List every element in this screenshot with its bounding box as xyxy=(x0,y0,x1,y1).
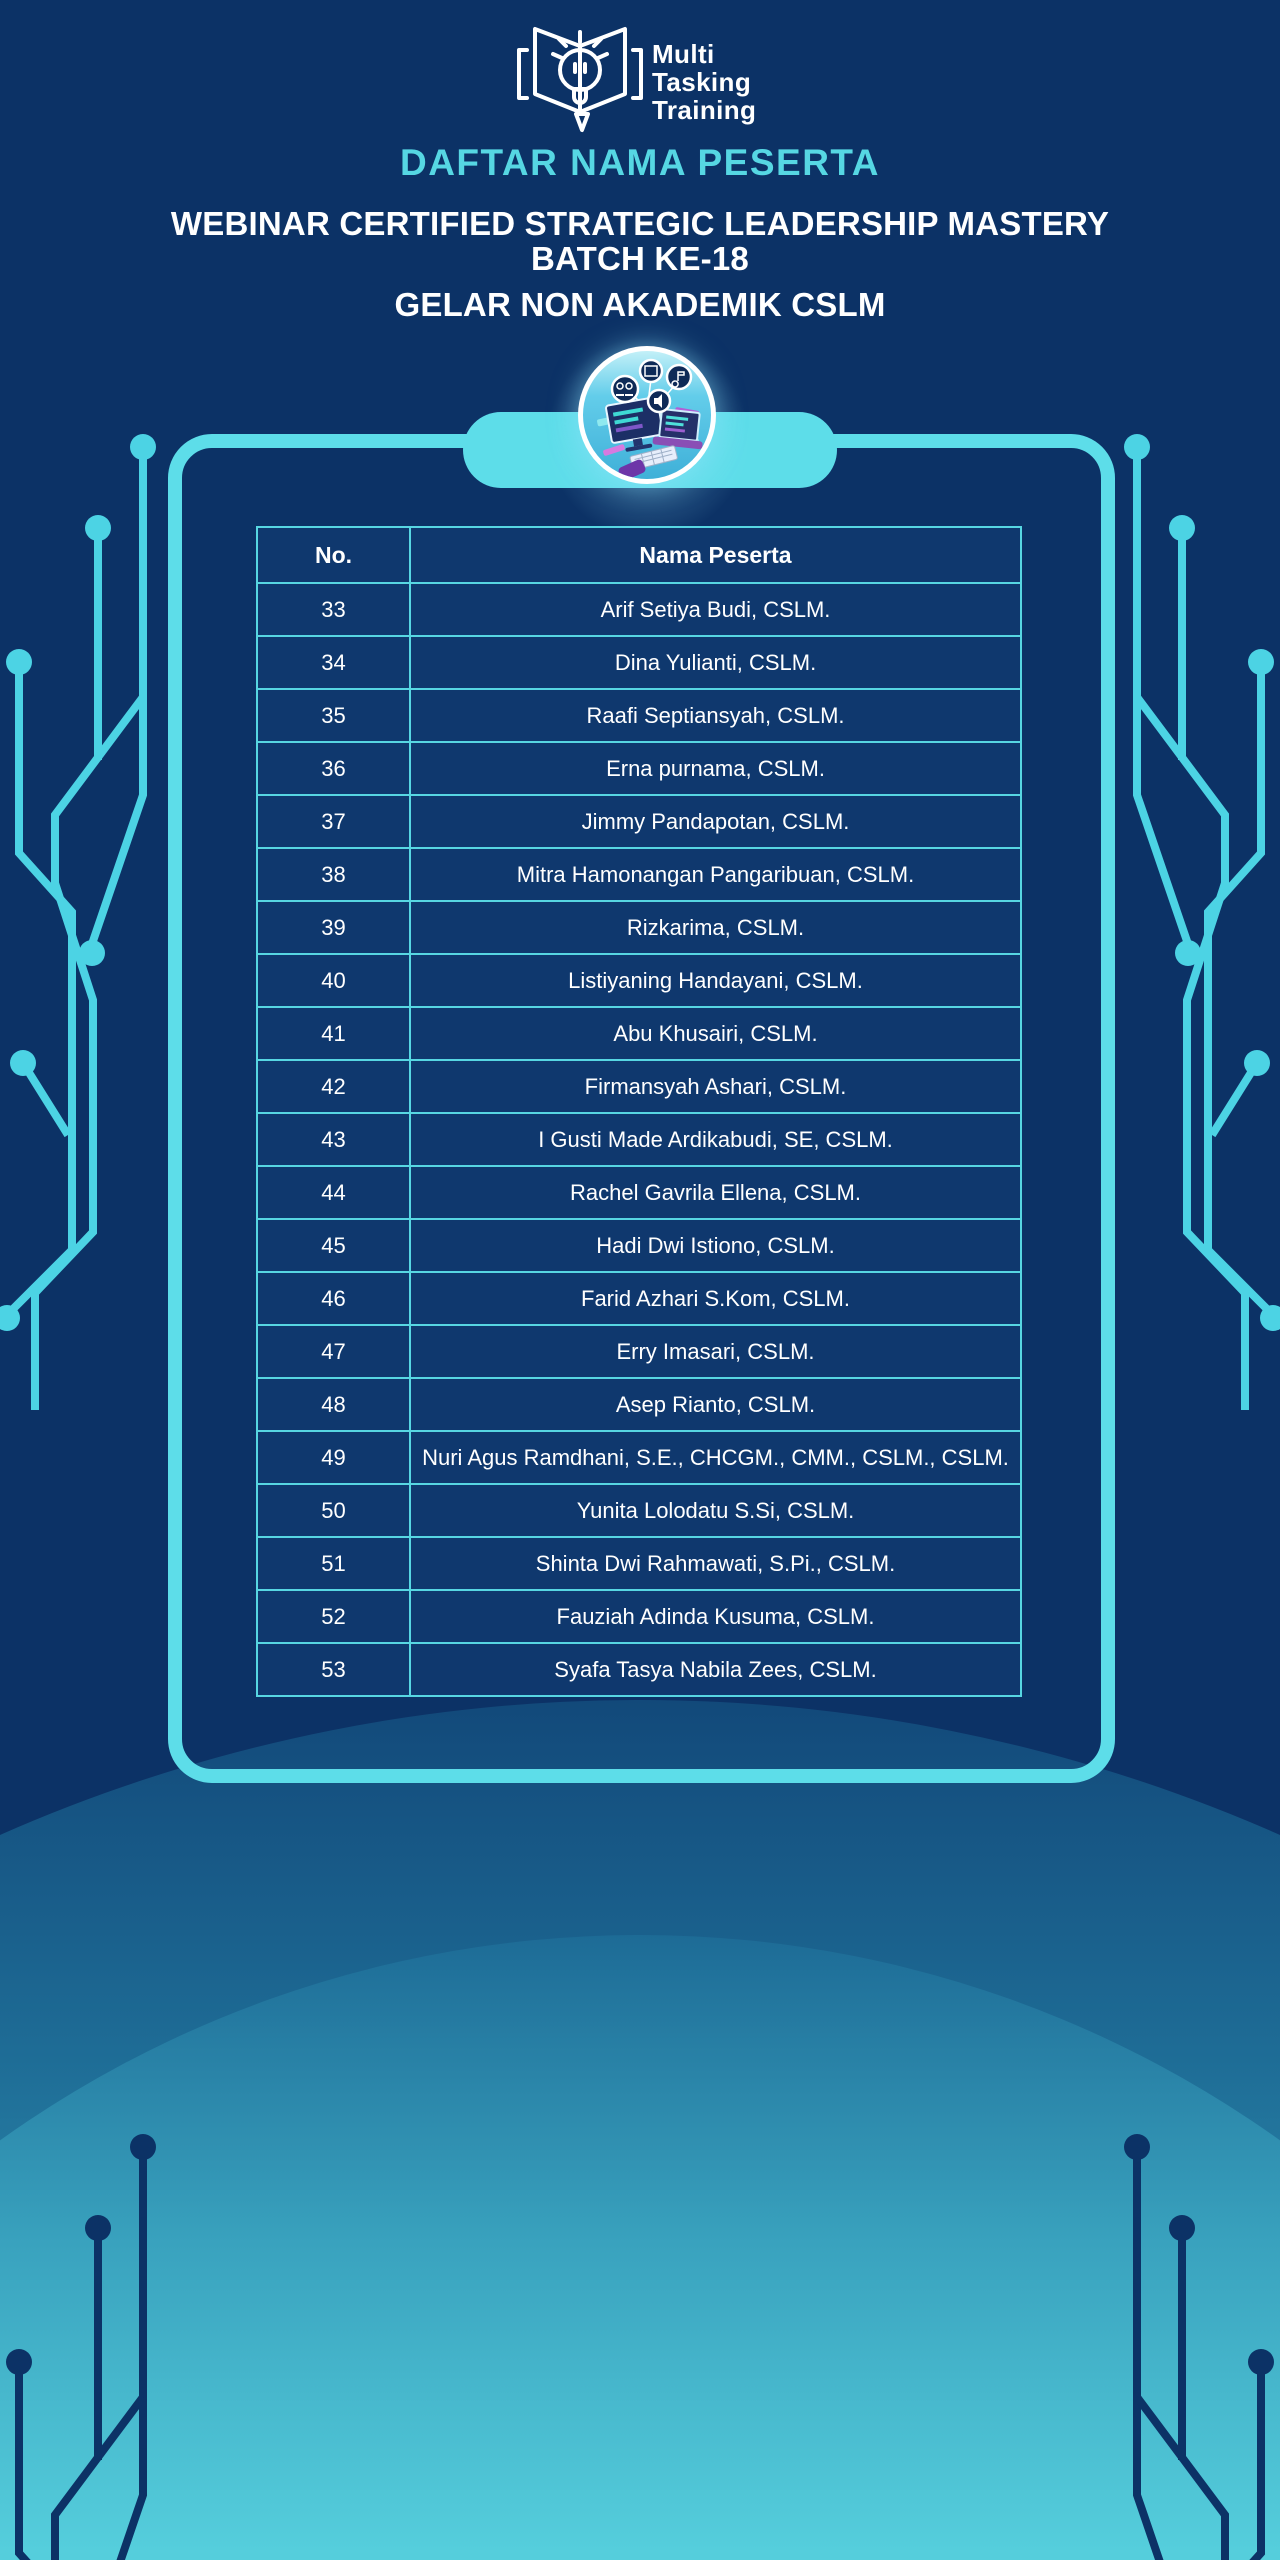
column-header-nama-peserta: Nama Peserta xyxy=(409,526,1022,584)
participant-name: Asep Rianto, CSLM. xyxy=(409,1377,1022,1432)
brand-line-2: Tasking xyxy=(652,67,752,97)
participant-number: 40 xyxy=(256,953,411,1008)
circuit-decoration-bottom-left xyxy=(0,2120,260,2560)
participant-number: 45 xyxy=(256,1218,411,1273)
table-row: 34 Dina Yulianti, CSLM. xyxy=(256,635,1022,690)
table-row: 43 I Gusti Made Ardikabudi, SE, CSLM. xyxy=(256,1112,1022,1167)
participants-table-body: 33 Arif Setiya Budi, CSLM. 34 Dina Yulianti… xyxy=(256,582,1022,1697)
participant-number: 35 xyxy=(256,688,411,743)
content-frame-border xyxy=(168,434,1115,1783)
participant-number: 51 xyxy=(256,1536,411,1591)
participant-number: 33 xyxy=(256,582,411,637)
participants-table: No. Nama Peserta 33 Arif Setiya Budi, CSL… xyxy=(256,526,1022,1697)
participant-name: Erry Imasari, CSLM. xyxy=(409,1324,1022,1379)
brand-line-1: Multi xyxy=(652,39,715,69)
participant-name: Erna purnama, CSLM. xyxy=(409,741,1022,796)
table-row: 49 Nuri Agus Ramdhani, S.E., CHCGM., CMM.… xyxy=(256,1430,1022,1485)
brand-name: Multi Tasking Training xyxy=(652,40,756,124)
participants-table-header: No. Nama Peserta xyxy=(256,526,1022,584)
participant-name: Listiyaning Handayani, CSLM. xyxy=(409,953,1022,1008)
page-title: DAFTAR NAMA PESERTA xyxy=(399,142,880,183)
participant-name: Nuri Agus Ramdhani, S.E., CHCGM., CMM., … xyxy=(409,1430,1022,1485)
participant-number: 38 xyxy=(256,847,411,902)
table-row: 40 Listiyaning Handayani, CSLM. xyxy=(256,953,1022,1008)
participant-number: 53 xyxy=(256,1642,411,1697)
table-row: 38 Mitra Hamonangan Pangaribuan, CSLM. xyxy=(256,847,1022,902)
participant-name: Arif Setiya Budi, CSLM. xyxy=(409,582,1022,637)
table-row: 50 Yunita Lolodatu S.Si, CSLM. xyxy=(256,1483,1022,1538)
table-row: 33 Arif Setiya Budi, CSLM. xyxy=(256,582,1022,637)
subtitle-line-2: BATCH KE-18 xyxy=(531,240,749,277)
background-glow-inner-circle xyxy=(0,1935,1280,2560)
participant-name: Jimmy Pandapotan, CSLM. xyxy=(409,794,1022,849)
participant-name: Abu Khusairi, CSLM. xyxy=(409,1006,1022,1061)
table-row: 45 Hadi Dwi Istiono, CSLM. xyxy=(256,1218,1022,1273)
participant-name: Rachel Gavrila Ellena, CSLM. xyxy=(409,1165,1022,1220)
participant-name: Farid Azhari S.Kom, CSLM. xyxy=(409,1271,1022,1326)
tech-illustration xyxy=(597,358,703,479)
participant-name: Yunita Lolodatu S.Si, CSLM. xyxy=(409,1483,1022,1538)
participant-number: 46 xyxy=(256,1271,411,1326)
tech-illustration-badge xyxy=(578,346,716,484)
participant-name: I Gusti Made Ardikabudi, SE, CSLM. xyxy=(409,1112,1022,1167)
participant-number: 43 xyxy=(256,1112,411,1167)
book-lightbulb-logo-icon xyxy=(517,27,643,132)
participant-name: Shinta Dwi Rahmawati, S.Pi., CSLM. xyxy=(409,1536,1022,1591)
table-row: 51 Shinta Dwi Rahmawati, S.Pi., CSLM. xyxy=(256,1536,1022,1591)
participant-number: 52 xyxy=(256,1589,411,1644)
participant-number: 36 xyxy=(256,741,411,796)
table-row: 47 Erry Imasari, CSLM. xyxy=(256,1324,1022,1379)
participant-name: Raafi Septiansyah, CSLM. xyxy=(409,688,1022,743)
participant-number: 42 xyxy=(256,1059,411,1114)
column-header-no: No. xyxy=(256,526,411,584)
participant-name: Dina Yulianti, CSLM. xyxy=(409,635,1022,690)
participant-number: 49 xyxy=(256,1430,411,1485)
participant-number: 37 xyxy=(256,794,411,849)
circuit-decoration-top-left xyxy=(0,420,260,1410)
participant-number: 47 xyxy=(256,1324,411,1379)
table-row: 41 Abu Khusairi, CSLM. xyxy=(256,1006,1022,1061)
participant-number: 34 xyxy=(256,635,411,690)
participant-number: 39 xyxy=(256,900,411,955)
participant-number: 41 xyxy=(256,1006,411,1061)
brand-line-3: Training xyxy=(652,95,757,125)
participant-name: Hadi Dwi Istiono, CSLM. xyxy=(409,1218,1022,1273)
participant-name: Firmansyah Ashari, CSLM. xyxy=(409,1059,1022,1114)
participant-name: Rizkarima, CSLM. xyxy=(409,900,1022,955)
participant-number: 44 xyxy=(256,1165,411,1220)
participant-name: Fauziah Adinda Kusuma, CSLM. xyxy=(409,1589,1022,1644)
table-row: 46 Farid Azhari S.Kom, CSLM. xyxy=(256,1271,1022,1326)
participant-name: Mitra Hamonangan Pangaribuan, CSLM. xyxy=(409,847,1022,902)
table-row: 39 Rizkarima, CSLM. xyxy=(256,900,1022,955)
table-row: 53 Syafa Tasya Nabila Zees, CSLM. xyxy=(256,1642,1022,1697)
header-row: No. Nama Peserta xyxy=(256,526,1022,584)
subtitle-line-1: WEBINAR CERTIFIED STRATEGIC LEADERSHIP M… xyxy=(170,205,1110,242)
table-row: 36 Erna purnama, CSLM. xyxy=(256,741,1022,796)
table-row: 44 Rachel Gavrila Ellena, CSLM. xyxy=(256,1165,1022,1220)
participant-name: Syafa Tasya Nabila Zees, CSLM. xyxy=(409,1642,1022,1697)
subtitle-line-3: GELAR NON AKADEMIK CSLM xyxy=(394,286,886,323)
circuit-decoration-top-right xyxy=(1020,420,1280,1410)
participant-number: 50 xyxy=(256,1483,411,1538)
circuit-decoration-bottom-right xyxy=(1020,2120,1280,2560)
participant-number: 48 xyxy=(256,1377,411,1432)
table-row: 52 Fauziah Adinda Kusuma, CSLM. xyxy=(256,1589,1022,1644)
table-row: 35 Raafi Septiansyah, CSLM. xyxy=(256,688,1022,743)
table-row: 42 Firmansyah Ashari, CSLM. xyxy=(256,1059,1022,1114)
table-row: 37 Jimmy Pandapotan, CSLM. xyxy=(256,794,1022,849)
table-row: 48 Asep Rianto, CSLM. xyxy=(256,1377,1022,1432)
